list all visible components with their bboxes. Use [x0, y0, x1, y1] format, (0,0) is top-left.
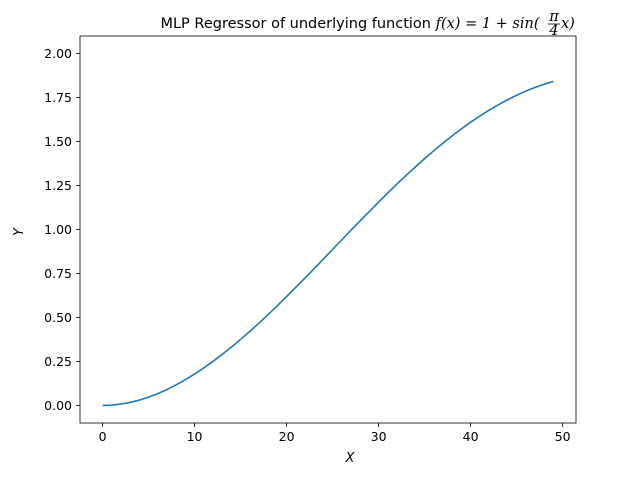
- x-tick-label: 0: [99, 429, 107, 444]
- plot-area-frame: [79, 35, 577, 424]
- y-axis-label: Y: [12, 227, 27, 236]
- y-tick-label: 1.50: [44, 134, 72, 149]
- title-frac-numerator: π: [548, 9, 559, 25]
- x-tick-label: 20: [279, 429, 295, 444]
- y-tick-label: 0.00: [44, 398, 72, 413]
- y-axis-ticks: 0.00 0.25 0.50 0.75 1.00 1.25 1.50 1.75 2.00: [44, 46, 80, 413]
- y-tick-label: 0.25: [44, 354, 72, 369]
- x-tick-label: 30: [371, 429, 387, 444]
- svg-text:MLP Regressor of underlying fu: MLP Regressor of underlying function f(x…: [160, 16, 539, 32]
- chart-title: MLP Regressor of underlying function f(x…: [160, 9, 574, 39]
- x-tick-label: 50: [555, 429, 571, 444]
- y-tick-label: 1.25: [44, 178, 72, 193]
- x-tick-label: 40: [463, 429, 479, 444]
- title-frac-denominator: 4: [548, 23, 558, 39]
- y-tick-label: 0.75: [44, 266, 72, 281]
- series-group: [102, 80, 554, 407]
- title-math-rhs: x): [561, 16, 575, 32]
- x-tick-label: 10: [187, 429, 203, 444]
- title-prefix: MLP Regressor of underlying function: [160, 16, 435, 32]
- title-fraction: π 4 x): [548, 9, 575, 39]
- series-line: [102, 80, 554, 407]
- x-axis-ticks: 0 10 20 30 40 50: [99, 423, 571, 444]
- y-tick-label: 2.00: [44, 46, 72, 61]
- y-tick-label: 1.75: [44, 90, 72, 105]
- y-tick-label: 0.50: [44, 310, 72, 325]
- y-tick-label: 1.00: [44, 222, 72, 237]
- x-axis-label: X: [345, 451, 356, 466]
- title-math-lhs: f(x) = 1 + sin(: [435, 16, 540, 32]
